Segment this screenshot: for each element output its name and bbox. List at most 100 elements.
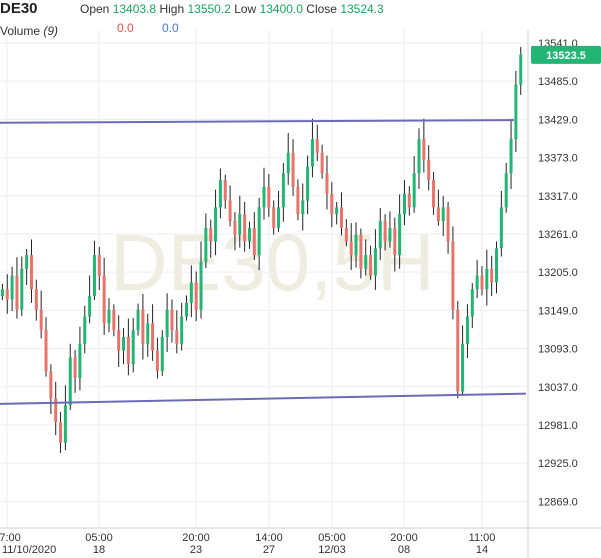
candle-body: [330, 193, 334, 215]
x-tick-date: 14: [476, 544, 488, 556]
candle-body: [335, 207, 339, 215]
y-tick-label: 13485.0: [538, 76, 578, 88]
x-tick-time: 17:00: [0, 532, 21, 544]
candle-up: [412, 156, 416, 213]
candle-body: [286, 152, 290, 174]
candle-body: [446, 207, 450, 242]
candle-body: [495, 248, 499, 283]
candle-body: [407, 193, 411, 208]
candle-down: [267, 173, 271, 217]
y-tick-label: 13373.0: [538, 153, 578, 165]
candle-down: [155, 337, 159, 379]
candle-body: [209, 227, 213, 242]
y-axis: 13541.013485.013429.013373.013317.013261…: [527, 30, 601, 558]
candle-body: [102, 275, 106, 324]
ohlc-readout: Open 13403.8 High 13550.2 Low 13400.0 Cl…: [80, 2, 384, 16]
candle-up: [306, 155, 310, 215]
candle-down: [427, 145, 431, 191]
x-tick-date: 18: [93, 544, 105, 556]
candle-body: [175, 330, 179, 344]
candle-body: [49, 371, 53, 399]
current-price-tag: [531, 45, 601, 64]
candle-down: [175, 310, 179, 354]
candle-body: [204, 227, 208, 262]
candle-up: [470, 283, 474, 329]
candle-up: [25, 248, 29, 286]
candle-body: [364, 255, 368, 269]
candle-body: [354, 234, 358, 256]
candle-body: [160, 336, 164, 372]
volume-param: (9): [43, 24, 59, 38]
candle-down: [29, 239, 33, 303]
candle-body: [436, 207, 440, 222]
candle-body: [78, 343, 82, 378]
candle-body: [422, 139, 426, 160]
candle-up: [378, 208, 382, 260]
candle-up: [485, 249, 489, 306]
candle-up: [509, 119, 513, 189]
candle-body: [310, 139, 314, 167]
candle-up: [20, 256, 24, 316]
candle-down: [383, 214, 387, 251]
candle-up: [495, 241, 499, 294]
candle-body: [122, 336, 126, 351]
high-label: High: [159, 2, 185, 16]
candle-up: [262, 167, 266, 220]
candle-body: [29, 255, 33, 290]
candle-down: [15, 257, 19, 319]
candle-down: [422, 118, 426, 173]
candle-body: [514, 84, 518, 140]
candle-body: [214, 207, 218, 242]
candle-down: [432, 171, 436, 215]
close-label: Close: [306, 2, 337, 16]
candle-body: [247, 227, 251, 242]
candle-down: [451, 226, 455, 320]
candle-up: [499, 190, 503, 257]
candle-body: [441, 207, 445, 222]
candle-body: [485, 268, 489, 290]
candle-body: [54, 398, 58, 423]
candle-body: [340, 207, 344, 228]
x-tick-time: 20:00: [390, 532, 418, 544]
candle-up: [189, 265, 193, 318]
candle-body: [519, 54, 523, 85]
candle-up: [184, 295, 188, 321]
candle-body: [291, 152, 295, 187]
candle-body: [131, 330, 135, 365]
candle-down: [340, 192, 344, 236]
candle-up: [373, 229, 377, 290]
candle-down: [233, 212, 237, 251]
candle-body: [325, 173, 329, 194]
candle-down: [369, 245, 373, 280]
candle-down: [170, 299, 174, 343]
candle-body: [238, 214, 242, 235]
candle-body: [180, 316, 184, 344]
candle-body: [388, 227, 392, 242]
support-line: [0, 392, 527, 405]
candle-down: [112, 304, 116, 337]
candle-up: [238, 195, 242, 248]
y-tick-label: 13261.0: [538, 229, 578, 241]
candle-body: [34, 289, 38, 310]
candle-up: [131, 317, 135, 373]
candle-body: [39, 309, 43, 331]
candle-body: [499, 207, 503, 249]
candle-body: [20, 268, 24, 310]
candle-down: [73, 349, 77, 393]
candle-body: [475, 275, 479, 290]
candle-body: [117, 330, 121, 351]
low-label: Low: [234, 2, 257, 16]
y-tick-label: 12925.0: [538, 458, 578, 470]
candle-down: [344, 218, 348, 247]
x-tick-time: 05:00: [318, 532, 346, 544]
candle-up: [122, 328, 126, 365]
y-tick-label: 12869.0: [538, 496, 578, 508]
y-tick-label: 13093.0: [538, 344, 578, 356]
candle-body: [165, 309, 169, 337]
x-tick-date: 12/03: [318, 544, 346, 556]
candle-up: [136, 303, 140, 336]
candle-body: [398, 214, 402, 256]
candle-down: [223, 174, 227, 209]
x-tick-time: 14:00: [255, 532, 283, 544]
